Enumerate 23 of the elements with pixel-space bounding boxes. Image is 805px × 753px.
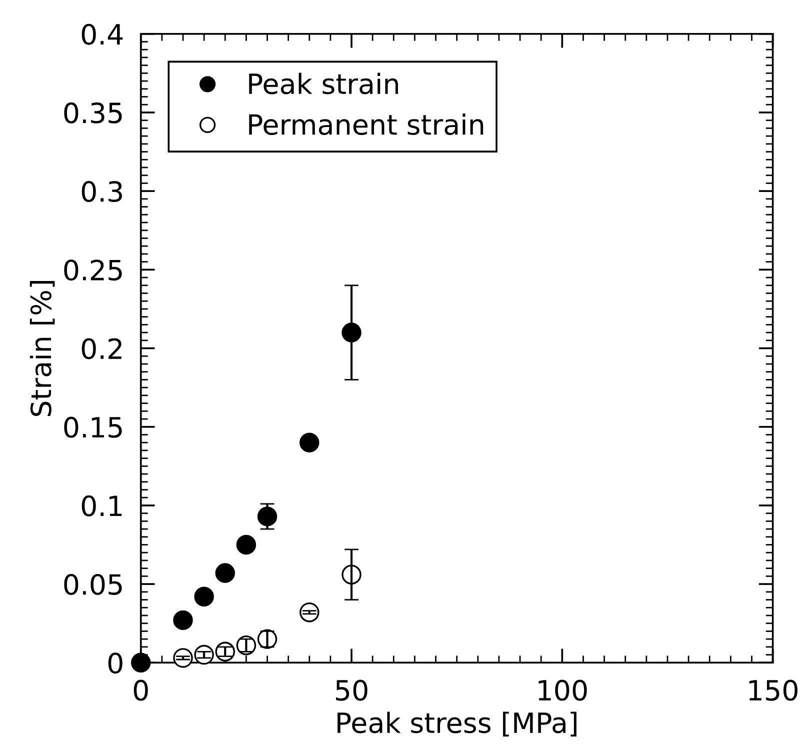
y-axis-title: Strain [%] (30, 281, 55, 416)
point (194, 586, 214, 606)
point (236, 534, 256, 555)
x-axis-title: Peak stress [MPa] (338, 712, 576, 737)
y-tick-label: 0.2 (82, 338, 122, 360)
x-tick-label: 100 (538, 680, 587, 701)
x-tick-label: 0 (134, 680, 148, 701)
y-tick-label: 0.1 (82, 495, 122, 516)
y-tick-label: 0.15 (64, 416, 122, 438)
x-tick-label: 150 (749, 680, 798, 701)
y-tick-label: 0.3 (82, 181, 122, 202)
x-tick-label: 50 (336, 680, 368, 701)
point (173, 610, 193, 630)
y-tick-label: 0 (108, 652, 122, 674)
y-tick-label: 0.05 (64, 574, 122, 595)
y-tick-label: 0.25 (64, 260, 122, 281)
point (215, 563, 235, 583)
point (300, 432, 320, 452)
y-tick-label: 0.35 (64, 102, 122, 124)
legend-label: Peak strain (249, 72, 398, 94)
legend-label: Permanent strain (249, 114, 484, 136)
point (131, 652, 151, 673)
y-tick-label: 0.4 (82, 24, 123, 45)
